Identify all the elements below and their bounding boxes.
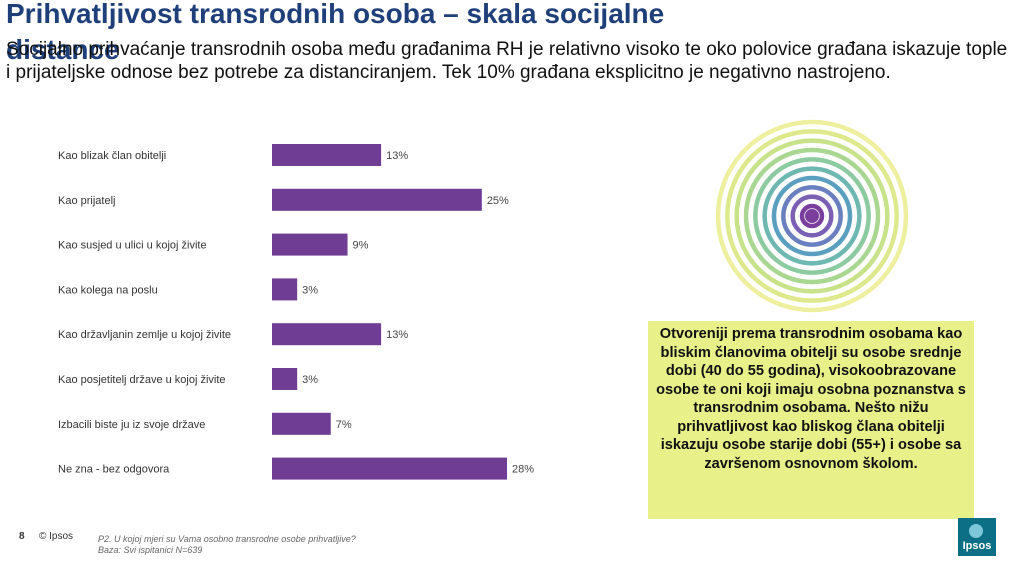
ring [762,166,862,266]
footnote-question: P2. U kojoj mjeri su Vama osobno transro… [98,534,356,544]
category-label: Kao posjetitelj države u kojoj živite [58,374,226,386]
category-label: Kao državljanin zemlje u kojoj živite [58,329,231,341]
insight-callout: Otvoreniji prema transrodnim osobama kao… [648,321,974,519]
bar [272,278,298,301]
page-number: 8 [19,531,25,542]
ring [715,119,909,313]
ring-center [805,209,819,223]
footnote: P2. U kojoj mjeri su Vama osobno transro… [98,534,356,556]
category-label: Izbacili biste ju iz svoje države [58,419,205,431]
value-label: 9% [353,240,369,252]
concentric-circles-graphic [715,119,909,313]
footnote-base: Baza: Svi ispitanici N=639 [98,545,203,555]
bar [272,144,382,166]
ipsos-logo: Ipsos [958,518,996,556]
copyright: © Ipsos [39,531,74,542]
ipsos-logo-mark [969,524,983,538]
category-label: Kao kolega na poslu [58,284,158,296]
value-label: 13% [386,329,408,341]
bar [272,323,382,346]
ring [725,129,899,303]
ipsos-logo-text: Ipsos [962,540,992,552]
ring [799,203,825,229]
bar [272,368,298,390]
bar [272,188,482,211]
bar [272,457,507,480]
bar [272,233,348,256]
value-label: 3% [302,374,318,386]
value-label: 13% [386,150,408,162]
value-label: 3% [302,284,318,296]
category-label: Kao blizak član obitelji [58,150,166,162]
category-label: Kao susjed u ulici u kojoj živite [58,240,207,252]
ring [790,194,834,238]
ring [781,185,843,247]
ring [734,138,890,294]
value-label: 25% [487,195,509,207]
value-label: 7% [336,419,352,431]
category-label: Ne zna - bez odgovora [58,464,170,476]
slide-title: Prihvatljivost transrodnih osoba – skala… [6,0,665,65]
acceptance-bar-chart: Kao blizak član obitelji Kao prijatelj Kao… [58,144,534,480]
category-label: Kao prijatelj [58,195,115,207]
bar [272,412,331,435]
ring [771,175,853,257]
intro-text: Socijalno prihvaćanje transrodnih osoba … [6,39,1008,83]
value-label: 28% [512,464,534,476]
ring [743,147,881,285]
ring [753,157,871,275]
